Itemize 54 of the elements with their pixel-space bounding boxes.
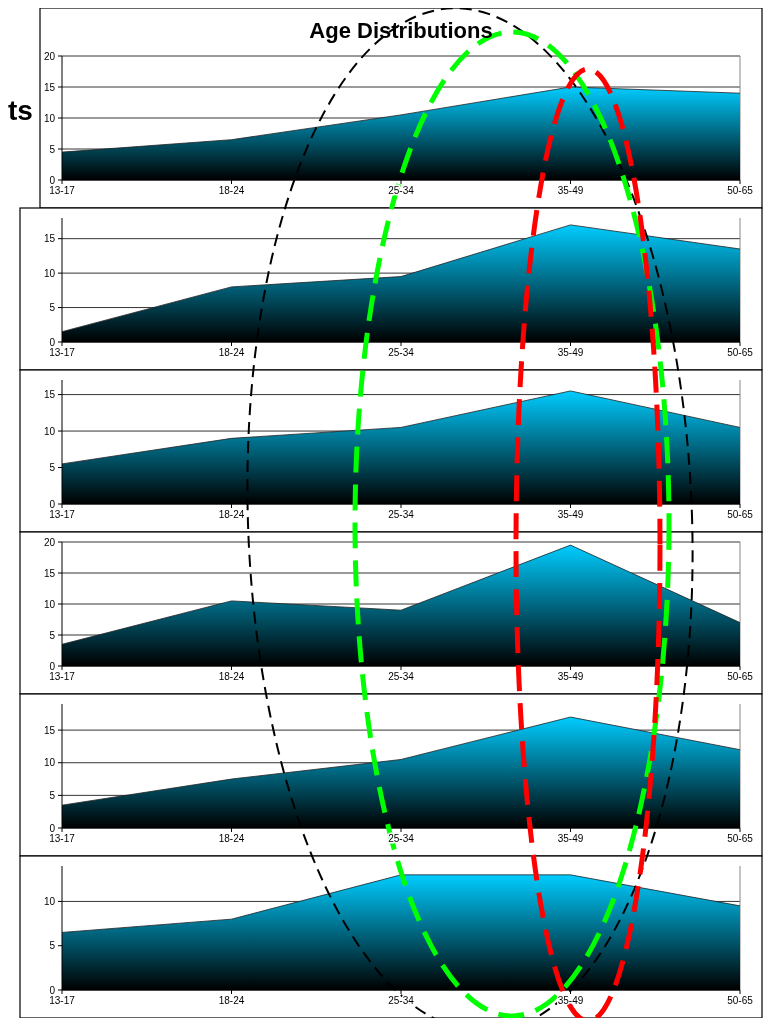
x-tick-label: 50-65: [727, 671, 754, 682]
x-tick-label: 13-17: [49, 995, 76, 1006]
x-tick-label: 25-34: [388, 509, 415, 520]
y-tick-label: 0: [49, 174, 56, 186]
y-tick-label: 10: [43, 598, 56, 610]
x-tick-label: 18-24: [218, 833, 245, 844]
y-tick-label: 20: [43, 50, 56, 62]
x-tick-label: 50-65: [727, 995, 754, 1006]
y-tick-label: 10: [43, 267, 56, 279]
x-tick-label: 18-24: [218, 185, 245, 196]
y-tick-label: 5: [49, 143, 56, 155]
x-tick-label: 35-49: [557, 671, 584, 682]
y-tick-label: 15: [43, 724, 56, 736]
x-tick-label: 13-17: [49, 185, 76, 196]
y-tick-label: 20: [43, 536, 56, 548]
y-tick-label: 0: [49, 822, 56, 834]
x-tick-label: 13-17: [49, 833, 76, 844]
x-tick-label: 50-65: [727, 833, 754, 844]
chart-title: Age Distributions: [309, 18, 493, 43]
y-tick-label: 15: [43, 567, 56, 579]
y-tick-label: 15: [43, 389, 56, 401]
text: ts: [8, 95, 33, 126]
x-tick-label: 50-65: [727, 509, 754, 520]
x-tick-label: 35-49: [557, 509, 584, 520]
y-tick-label: 0: [49, 660, 56, 672]
y-tick-label: 5: [49, 789, 56, 801]
x-tick-label: 13-17: [49, 347, 76, 358]
y-tick-label: 5: [49, 940, 56, 952]
y-tick-label: 5: [49, 629, 56, 641]
x-tick-label: 35-49: [557, 347, 584, 358]
y-tick-label: 10: [43, 425, 56, 437]
x-tick-label: 18-24: [218, 509, 245, 520]
y-tick-label: 15: [43, 233, 56, 245]
x-tick-label: 50-65: [727, 185, 754, 196]
x-tick-label: 18-24: [218, 671, 245, 682]
y-tick-label: 0: [49, 336, 56, 348]
x-tick-label: 13-17: [49, 509, 76, 520]
y-tick-label: 10: [43, 112, 56, 124]
x-tick-label: 25-34: [388, 347, 415, 358]
x-tick-label: 35-49: [557, 833, 584, 844]
y-tick-label: 0: [49, 498, 56, 510]
x-tick-label: 35-49: [557, 185, 584, 196]
x-tick-label: 13-17: [49, 671, 76, 682]
x-tick-label: 25-34: [388, 995, 415, 1006]
y-tick-label: 5: [49, 462, 56, 474]
x-tick-label: 18-24: [218, 995, 245, 1006]
y-tick-label: 10: [43, 895, 56, 907]
x-tick-label: 50-65: [727, 347, 754, 358]
y-tick-label: 15: [43, 81, 56, 93]
y-tick-label: 5: [49, 302, 56, 314]
y-tick-label: 10: [43, 757, 56, 769]
x-tick-label: 18-24: [218, 347, 245, 358]
y-tick-label: 0: [49, 984, 56, 996]
x-tick-label: 25-34: [388, 671, 415, 682]
